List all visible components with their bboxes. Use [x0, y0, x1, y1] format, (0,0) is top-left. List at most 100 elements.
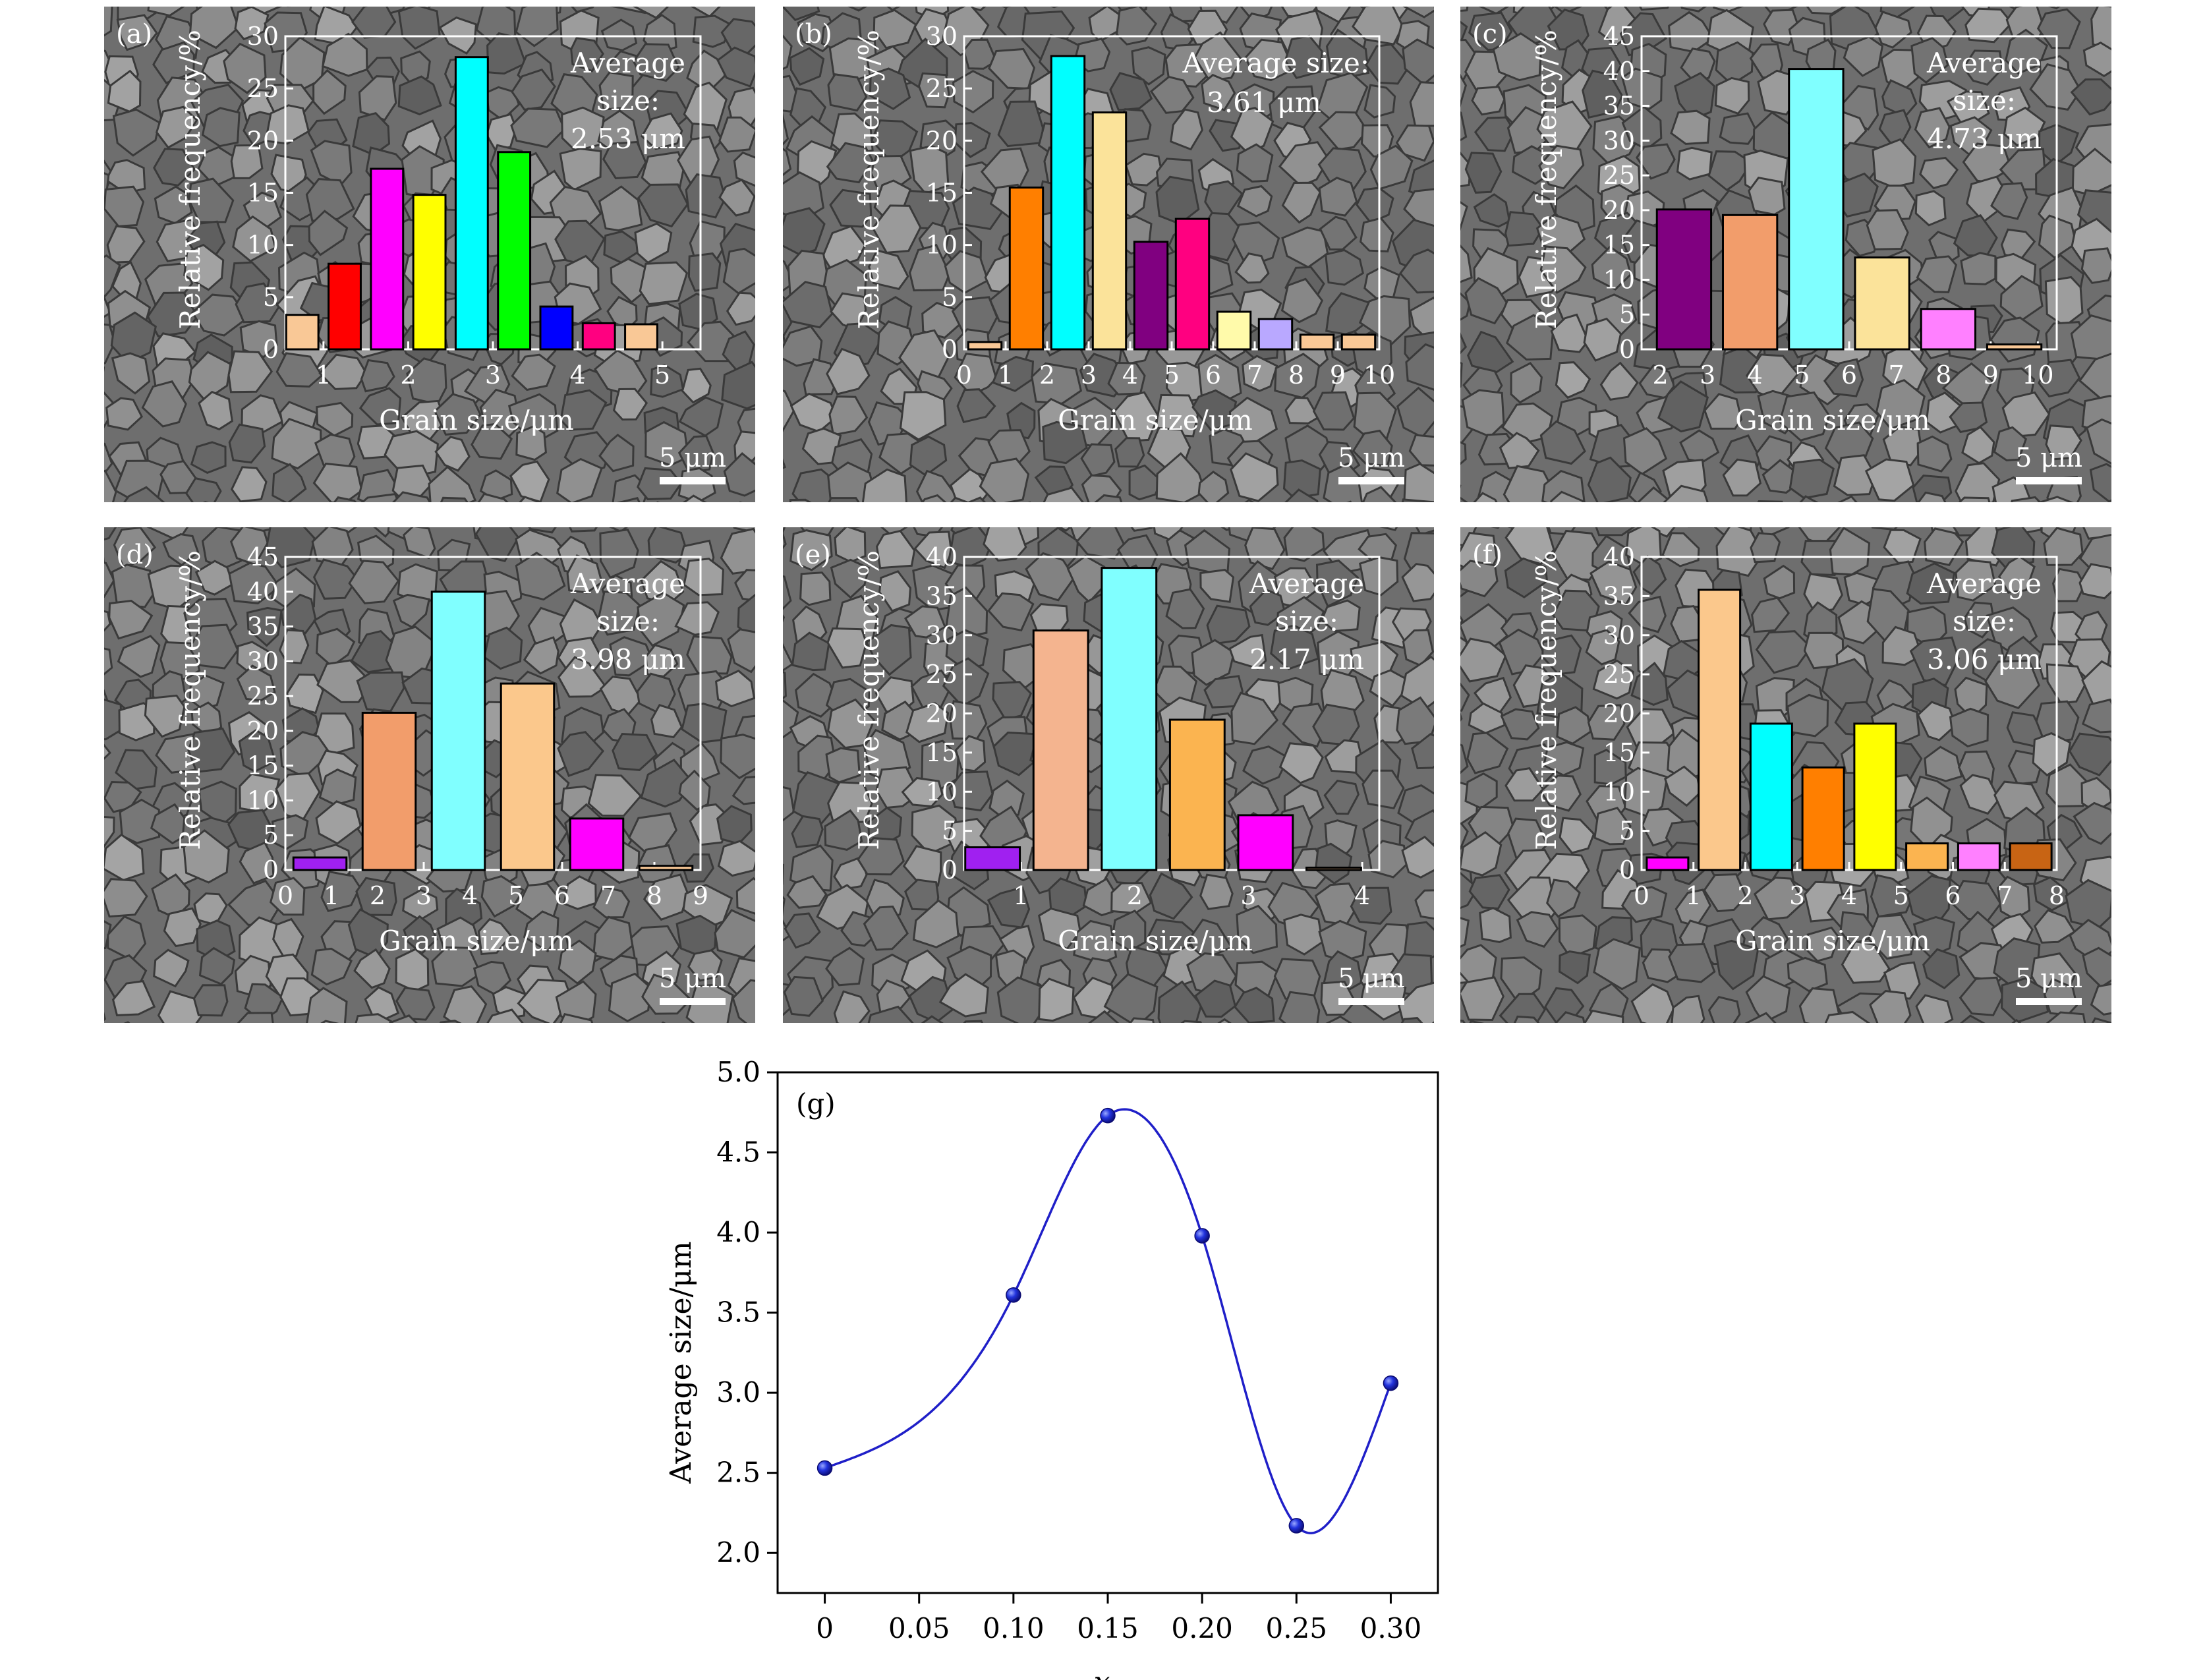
- x-tick-label: 8: [2049, 881, 2065, 910]
- x-tick-label: 3: [485, 361, 501, 390]
- y-tick-label: 20: [1603, 699, 1635, 728]
- x-tick-label: 7: [1997, 881, 2013, 910]
- y-tick-label: 15: [1603, 231, 1635, 260]
- y-tick-label: 0: [263, 335, 279, 364]
- average-value: 3.98 μm: [571, 643, 685, 676]
- x-tick-label: 2: [1737, 881, 1753, 910]
- x-tick-label: 2: [1653, 361, 1669, 390]
- x-tick-label: 3: [1240, 881, 1256, 910]
- x-tick-label: 0.15: [1077, 1612, 1139, 1644]
- size-word: size:: [596, 605, 660, 637]
- data-point: [1383, 1375, 1399, 1391]
- y-tick-label: 35: [1603, 581, 1635, 610]
- bar: [1101, 567, 1158, 871]
- x-tick-label: 1: [1013, 881, 1029, 910]
- bar: [1216, 310, 1252, 351]
- bar: [1646, 856, 1690, 871]
- y-tick-label: 15: [926, 179, 958, 208]
- bar: [1957, 842, 2001, 871]
- y-tick-label: 20: [247, 716, 279, 745]
- y-tick-label: 30: [926, 22, 958, 51]
- scale-bar: [2016, 477, 2082, 484]
- x-axis-label: Grain size/μm: [379, 404, 574, 436]
- x-tick-label: 4: [1122, 361, 1138, 390]
- sem-texture: [104, 7, 755, 502]
- y-tick-label: 35: [1603, 92, 1635, 121]
- x-axis-label: Grain size/μm: [1058, 925, 1253, 957]
- average-label: Average size:: [1182, 47, 1369, 79]
- y-tick-label: 5: [1619, 817, 1635, 846]
- y-tick-label: 10: [247, 231, 279, 260]
- plot-frame: [284, 556, 702, 871]
- bar: [1305, 866, 1362, 871]
- scale-bar: [660, 477, 726, 484]
- size-word: size:: [596, 84, 660, 117]
- x-tick-label: 0: [277, 881, 293, 910]
- y-tick-label: 4.0: [716, 1216, 760, 1248]
- y-tick-label: 30: [1603, 621, 1635, 650]
- bar: [967, 341, 1003, 351]
- y-axis-label: Relative frequency/%: [174, 550, 206, 850]
- bar: [624, 323, 658, 351]
- bar: [285, 314, 320, 351]
- x-tick-label: 6: [554, 881, 570, 910]
- y-tick-label: 20: [926, 126, 958, 155]
- y-tick-label: 0: [1619, 335, 1635, 364]
- bar: [1174, 217, 1211, 351]
- average-word: Average: [1926, 47, 2042, 79]
- x-tick-label: 0.30: [1360, 1612, 1422, 1644]
- bar: [1920, 308, 1977, 351]
- x-tick-label: 2: [400, 361, 416, 390]
- bar: [539, 305, 574, 351]
- bar: [292, 856, 348, 871]
- scale-bar-label: 5 μm: [2015, 964, 2082, 994]
- x-tick-label: 9: [693, 881, 708, 910]
- y-tick-label: 5: [1619, 300, 1635, 329]
- y-axis-label: Relative frequency/%: [1530, 30, 1562, 330]
- plot-frame: [776, 1071, 1439, 1594]
- panel-label: (b): [795, 19, 832, 49]
- y-axis-label: Average size/μm: [664, 1241, 698, 1484]
- x-tick-label: 2: [1039, 361, 1055, 390]
- panel-f: 0 5 10 15 20 25 30 35 40 0 1 2 3 4 5 6 7 8 Grain size/μm Re…: [1460, 527, 2111, 1023]
- y-tick-label: 5.0: [716, 1056, 760, 1088]
- x-tick-label: 8: [1288, 361, 1304, 390]
- x-tick-label: 8: [646, 881, 662, 910]
- y-tick-label: 30: [926, 621, 958, 650]
- bar: [361, 711, 417, 871]
- bar: [1721, 214, 1779, 351]
- bar: [1032, 629, 1089, 871]
- y-tick-label: 10: [247, 786, 279, 815]
- y-tick-label: 25: [247, 74, 279, 103]
- bar: [638, 865, 694, 871]
- y-tick-label: 35: [247, 612, 279, 641]
- x-tick-label: 5: [1794, 361, 1810, 390]
- y-tick-label: 2.0: [716, 1536, 760, 1569]
- bar: [569, 817, 625, 871]
- data-point: [1006, 1287, 1021, 1303]
- y-tick-label: 45: [247, 542, 279, 571]
- y-tick-label: 10: [926, 777, 958, 806]
- x-tick-label: 5: [1893, 881, 1909, 910]
- y-tick-label: 40: [247, 577, 279, 606]
- scale-bar-label: 5 μm: [1338, 443, 1405, 473]
- y-axis-label: Relative frequency/%: [853, 550, 885, 850]
- panel-label: (c): [1472, 19, 1508, 49]
- y-axis-label: Relative frequency/%: [853, 30, 885, 330]
- x-tick-label: 4: [1747, 361, 1763, 390]
- y-tick-label: 45: [1603, 22, 1635, 51]
- bar: [1986, 343, 2043, 351]
- bar: [1749, 722, 1793, 871]
- y-tick-label: 30: [247, 22, 279, 51]
- bar: [1801, 766, 1845, 871]
- y-tick-label: 2.5: [716, 1457, 760, 1489]
- bar: [500, 682, 556, 871]
- data-point: [1288, 1518, 1305, 1534]
- x-tick-label: 7: [1888, 361, 1904, 390]
- x-tick-label: 3: [416, 881, 432, 910]
- bar: [1299, 333, 1335, 351]
- x-axis-label: Grain size/μm: [1735, 925, 1930, 957]
